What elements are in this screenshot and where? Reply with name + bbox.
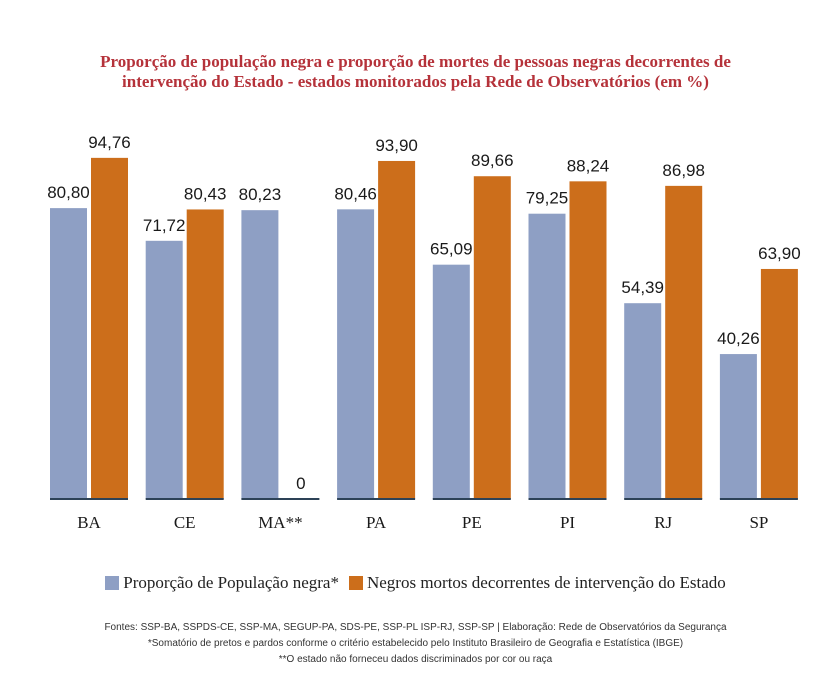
data-label-pi-series-2: 88,24: [567, 156, 610, 175]
bar-ba-series-2: [91, 157, 128, 499]
category-label-sp: SP: [749, 513, 768, 532]
bar-pa-series-1: [337, 209, 375, 499]
chart-title-line-2: intervenção do Estado - estados monitora…: [122, 72, 709, 91]
data-label-ma-series-1: 80,23: [239, 185, 282, 204]
data-label-ce-series-1: 71,72: [143, 216, 186, 235]
category-label-pi: PI: [560, 513, 575, 532]
data-label-ba-series-1: 80,80: [47, 183, 90, 202]
chart-title-line-1: Proporção de população negra e proporção…: [100, 52, 731, 71]
data-label-pe-series-1: 65,09: [430, 240, 473, 259]
legend-swatch-populacao-negra: [105, 576, 120, 590]
category-label-pa: PA: [366, 513, 387, 532]
bar-pe-series-2: [473, 176, 511, 499]
legend-swatch-negros-mortos: [348, 576, 363, 590]
bar-pe-series-1: [432, 264, 470, 499]
legend-item-populacao-negra: Proporção de População negra*: [105, 573, 339, 593]
data-label-pa-series-1: 80,46: [334, 184, 377, 203]
bar-ce-series-2: [186, 209, 224, 499]
category-label-pe: PE: [462, 513, 482, 532]
data-label-sp-series-1: 40,26: [717, 329, 760, 348]
data-label-pi-series-1: 79,25: [526, 189, 569, 208]
category-label-ma: MA**: [258, 513, 302, 532]
bar-rj-series-2: [665, 185, 703, 499]
bar-ba-series-1: [50, 208, 87, 499]
chart-legend: Proporção de População negra* Negros mor…: [0, 573, 831, 593]
bar-ma-series-1: [241, 210, 279, 499]
data-label-rj-series-2: 86,98: [662, 161, 705, 180]
source-notes: Fontes: SSP-BA, SSPDS-CE, SSP-MA, SEGUP-…: [0, 620, 831, 668]
missing-data-footnote: **O estado não forneceu dados discrimina…: [278, 654, 553, 665]
data-label-ce-series-2: 80,43: [184, 184, 227, 203]
legend-label-populacao-negra: Proporção de População negra*: [123, 573, 339, 592]
bar-pa-series-2: [378, 160, 416, 499]
chart-title: Proporção de população negra e proporção…: [0, 52, 831, 92]
data-label-ba-series-2: 94,76: [88, 133, 131, 152]
legend-item-negros-mortos: Negros mortos decorrentes de intervenção…: [348, 573, 726, 593]
category-label-ba: BA: [77, 513, 101, 532]
legend-label-negros-mortos: Negros mortos decorrentes de intervenção…: [366, 573, 726, 592]
bar-sp-series-2: [760, 268, 798, 499]
category-label-ce: CE: [174, 513, 196, 532]
bar-pi-series-2: [569, 181, 607, 499]
bar-chart: 80,80 94,76 BA 71,72 80,43 CE 80,23 0 MA** 80,46 9…: [47, 133, 801, 532]
data-label-sp-series-2: 63,90: [758, 244, 801, 263]
ibge-footnote: *Somatório de pretos e pardos conforme o…: [147, 638, 684, 649]
data-label-ma-series-2: 0: [296, 474, 305, 493]
data-label-pe-series-2: 89,66: [471, 151, 514, 170]
bar-ce-series-1: [145, 240, 183, 500]
data-label-pa-series-2: 93,90: [375, 136, 418, 155]
category-label-rj: RJ: [654, 513, 672, 532]
bar-pi-series-1: [528, 213, 566, 499]
bar-sp-series-1: [719, 354, 757, 499]
sources-note: Fontes: SSP-BA, SSPDS-CE, SSP-MA, SEGUP-…: [104, 622, 727, 633]
data-label-rj-series-1: 54,39: [621, 278, 664, 297]
bar-rj-series-1: [624, 303, 662, 499]
